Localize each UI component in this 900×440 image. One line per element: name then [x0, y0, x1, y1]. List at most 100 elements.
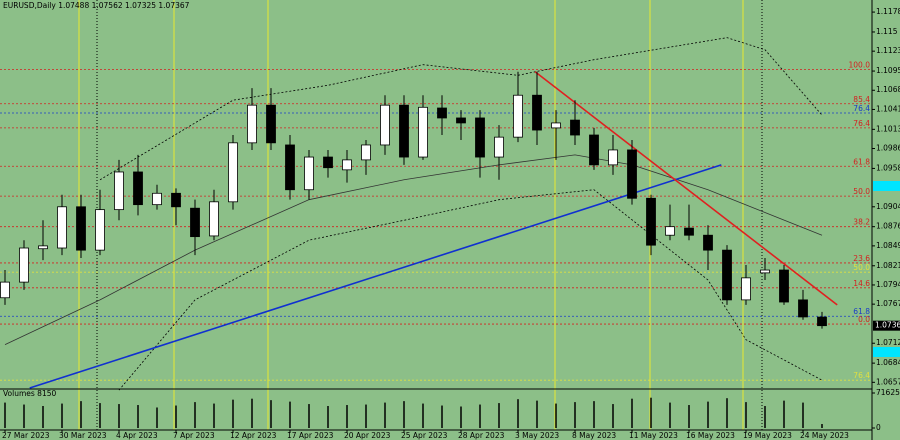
- fib-label: 38.2: [853, 218, 870, 227]
- x-tick-label: 17 Apr 2023: [287, 431, 334, 440]
- candle: [456, 110, 466, 140]
- x-tick-label: 3 May 2023: [515, 431, 559, 440]
- y-tick-label: 1.1013: [876, 124, 900, 133]
- candle: [798, 289, 808, 320]
- fib-label: 50.0: [853, 187, 870, 196]
- candle: [646, 194, 656, 256]
- x-tick-label: 16 May 2023: [686, 431, 735, 440]
- candle: [741, 265, 751, 305]
- candle-body: [475, 117, 485, 158]
- x-tick-label: 12 Apr 2023: [230, 431, 277, 440]
- candle: [722, 245, 732, 305]
- y-tick-label: 1.0821: [876, 261, 900, 270]
- candle: [589, 127, 599, 170]
- candle-body: [798, 299, 808, 318]
- candle-body: [589, 134, 599, 166]
- fib-label: 76.4: [853, 371, 870, 380]
- candle-body: [209, 201, 219, 237]
- candle-body: [456, 117, 466, 124]
- candle: [171, 188, 181, 226]
- fib-label: 100.0: [849, 61, 871, 70]
- fib-label: 85.4: [853, 95, 870, 104]
- candle-body: [646, 197, 656, 246]
- candle-body: [551, 122, 561, 129]
- fib-label: 0.0: [858, 315, 870, 324]
- candle-body: [38, 245, 48, 250]
- candle: [361, 139, 371, 175]
- candle-body: [817, 316, 827, 327]
- y-tick-label: 1.0849: [876, 241, 900, 250]
- fib-label: 23.6: [853, 254, 870, 263]
- candle: [703, 225, 713, 271]
- candle-body: [133, 171, 143, 206]
- candle: [247, 88, 257, 150]
- x-tick-label: 28 Apr 2023: [458, 431, 505, 440]
- candle: [152, 184, 162, 210]
- candle: [418, 95, 428, 160]
- candle-body: [342, 159, 352, 171]
- y-tick-label: 1.0794: [876, 280, 900, 289]
- fib-label: 14.6: [853, 279, 870, 288]
- candle-body: [323, 156, 333, 169]
- y-tick-label: 1.1178: [876, 7, 900, 16]
- candle: [266, 88, 276, 150]
- candle-body: [152, 192, 162, 206]
- x-tick-label: 4 Apr 2023: [116, 431, 158, 440]
- candle-body: [380, 104, 390, 146]
- candle-body: [627, 149, 637, 199]
- candle: [76, 194, 86, 258]
- candle: [285, 135, 295, 200]
- candle: [513, 71, 523, 143]
- y-tick-label: 1.0986: [876, 144, 900, 153]
- marker: [873, 347, 900, 357]
- candle-body: [19, 247, 29, 283]
- candle-body: [665, 226, 675, 236]
- candle: [190, 199, 200, 256]
- y-tick-label: 1.1123: [876, 46, 900, 55]
- candle: [760, 257, 770, 280]
- x-tick-label: 30 Mar 2023: [59, 431, 107, 440]
- y-tick-label: 1.0657: [876, 377, 900, 386]
- candle: [380, 95, 390, 155]
- y-tick-label: 71625: [876, 388, 900, 397]
- candle-body: [760, 269, 770, 274]
- y-tick-label: 1.0767: [876, 299, 900, 308]
- x-tick-label: 25 Apr 2023: [401, 431, 448, 440]
- candle: [608, 135, 618, 175]
- candle-body: [247, 104, 257, 144]
- candle-body: [532, 94, 542, 131]
- candle: [399, 95, 409, 165]
- fib-label: 61.8: [853, 307, 870, 316]
- candle-body: [57, 206, 67, 249]
- candle: [665, 204, 675, 241]
- x-tick-label: 27 Mar 2023: [2, 431, 50, 440]
- candle: [228, 135, 238, 210]
- candle-body: [0, 281, 10, 299]
- fib-label: 50.0: [853, 263, 870, 272]
- candle-body: [513, 94, 523, 138]
- volume-label: Volumes 8150: [3, 389, 57, 398]
- price-label: 1.0736: [875, 321, 900, 330]
- y-tick-label: 1.0684: [876, 358, 900, 367]
- y-tick-label: 1.1095: [876, 66, 900, 75]
- candle-body: [399, 104, 409, 158]
- candle: [494, 125, 504, 180]
- candle-body: [779, 269, 789, 303]
- candle-body: [228, 142, 238, 203]
- y-tick-label: 1.0876: [876, 222, 900, 231]
- chart-title: EURUSD,Daily 1.07488 1.07562 1.07325 1.0…: [3, 1, 190, 10]
- candle-body: [190, 207, 200, 238]
- candle: [323, 149, 333, 178]
- candle: [0, 270, 10, 305]
- candle-body: [361, 144, 371, 161]
- trend-line: [29, 164, 722, 389]
- candle: [19, 240, 29, 290]
- trend-line: [534, 71, 838, 306]
- candle-body: [171, 192, 181, 208]
- candle: [437, 95, 447, 136]
- candle: [304, 149, 314, 200]
- candle: [551, 110, 561, 160]
- y-tick-label: 1.0904: [876, 202, 900, 211]
- candle-body: [722, 249, 732, 301]
- candle-body: [437, 107, 447, 119]
